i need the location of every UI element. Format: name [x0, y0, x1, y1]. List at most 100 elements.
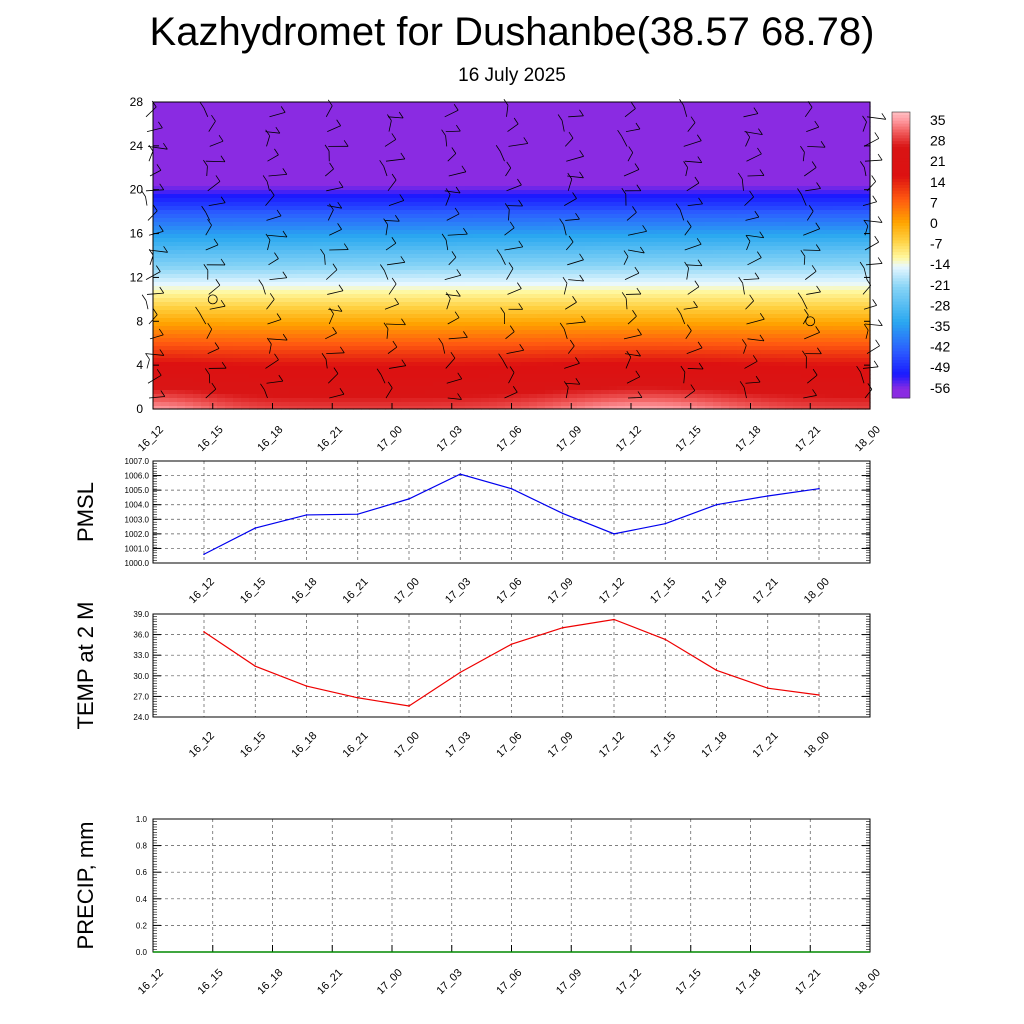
heatmap-cell [561, 198, 570, 203]
heatmap-cell [169, 350, 178, 355]
heatmap-cell [449, 370, 458, 375]
heatmap-cell [305, 286, 314, 291]
heatmap-cell [609, 382, 618, 387]
heatmap-cell [537, 194, 546, 199]
heatmap-cell [617, 386, 626, 391]
heatmap-cell [321, 198, 330, 203]
heatmap-cell [505, 234, 514, 239]
heatmap-cell [497, 354, 506, 359]
heatmap-cell [521, 310, 530, 315]
heatmap-cell [265, 110, 274, 115]
heatmap-cell [401, 194, 410, 199]
heatmap-cell [537, 130, 546, 135]
heatmap-cell [577, 390, 586, 395]
heatmap-cell [265, 310, 274, 315]
heatmap-cell [385, 202, 394, 207]
heatmap-cell [601, 234, 610, 239]
heatmap-cell [321, 206, 330, 211]
heatmap-cell [577, 382, 586, 387]
heatmap-cell [241, 370, 250, 375]
heatmap-cell [665, 258, 674, 263]
heatmap-cell [321, 322, 330, 327]
heatmap-cell [185, 146, 194, 151]
heatmap-cell [465, 218, 474, 223]
heatmap-cell [657, 358, 666, 363]
heatmap-cell [441, 106, 450, 111]
heatmap-cell [641, 106, 650, 111]
heatmap-cell [225, 246, 234, 251]
heatmap-cell [489, 238, 498, 243]
heatmap-cell [153, 118, 162, 123]
heatmap-cell [193, 238, 202, 243]
heatmap-cell [377, 314, 386, 319]
heatmap-cell [545, 134, 554, 139]
heatmap-cell [161, 258, 170, 263]
heatmap-cell [529, 270, 538, 275]
heatmap-cell [625, 206, 634, 211]
heatmap-cell [361, 102, 370, 107]
heatmap-cell [337, 362, 346, 367]
heatmap-cell [369, 214, 378, 219]
heatmap-cell [545, 306, 554, 311]
heatmap-cell [273, 222, 282, 227]
heatmap-cell [185, 186, 194, 191]
heatmap-cell [417, 310, 426, 315]
heatmap-cell [521, 246, 530, 251]
heatmap-cell [569, 230, 578, 235]
heatmap-cell [593, 182, 602, 187]
heatmap-cell [289, 350, 298, 355]
heatmap-cell [425, 306, 434, 311]
heatmap-cell [273, 198, 282, 203]
heatmap-cell [321, 362, 330, 367]
heatmap-cell [297, 138, 306, 143]
heatmap-cell [161, 218, 170, 223]
heatmap-cell [281, 378, 290, 383]
heatmap-cell [553, 182, 562, 187]
heatmap-cell [185, 386, 194, 391]
heatmap-cell [329, 210, 338, 215]
heatmap-cell [337, 350, 346, 355]
heatmap-cell [641, 398, 650, 403]
heatmap-cell [185, 214, 194, 219]
heatmap-cell [217, 170, 226, 175]
heatmap-cell [393, 190, 402, 195]
heatmap-cell [641, 226, 650, 231]
heatmap-cell [257, 106, 266, 111]
heatmap-cell [609, 234, 618, 239]
heatmap-cell [481, 106, 490, 111]
heatmap-cell [273, 126, 282, 131]
heatmap-cell [441, 310, 450, 315]
heatmap-cell [657, 270, 666, 275]
heatmap-cell [153, 398, 162, 403]
heatmap-cell [601, 402, 610, 407]
heatmap-cell [329, 174, 338, 179]
heatmap-cell [433, 206, 442, 211]
heatmap-cell [417, 182, 426, 187]
heatmap-cell [305, 342, 314, 347]
heatmap-cell [625, 166, 634, 171]
heatmap-cell [305, 334, 314, 339]
heatmap-cell [169, 214, 178, 219]
heatmap-cell [201, 230, 210, 235]
heatmap-cell [457, 178, 466, 183]
heatmap-cell [169, 222, 178, 227]
heatmap-cell [217, 302, 226, 307]
heatmap-cell [305, 146, 314, 151]
heatmap-cell [209, 274, 218, 279]
heatmap-cell [249, 318, 258, 323]
heatmap-cell [465, 138, 474, 143]
heatmap-cell [561, 386, 570, 391]
heatmap-cell [441, 386, 450, 391]
heatmap-cell [593, 174, 602, 179]
heatmap-cell [393, 318, 402, 323]
heatmap-cell [393, 406, 402, 410]
heatmap-cell [305, 142, 314, 147]
heatmap-cell [241, 302, 250, 307]
heatmap-cell [529, 366, 538, 371]
heatmap-cell [593, 114, 602, 119]
heatmap-cell [649, 254, 658, 259]
heatmap-cell [561, 126, 570, 131]
heatmap-cell [657, 322, 666, 327]
heatmap-cell [377, 142, 386, 147]
heatmap-cell [449, 322, 458, 327]
